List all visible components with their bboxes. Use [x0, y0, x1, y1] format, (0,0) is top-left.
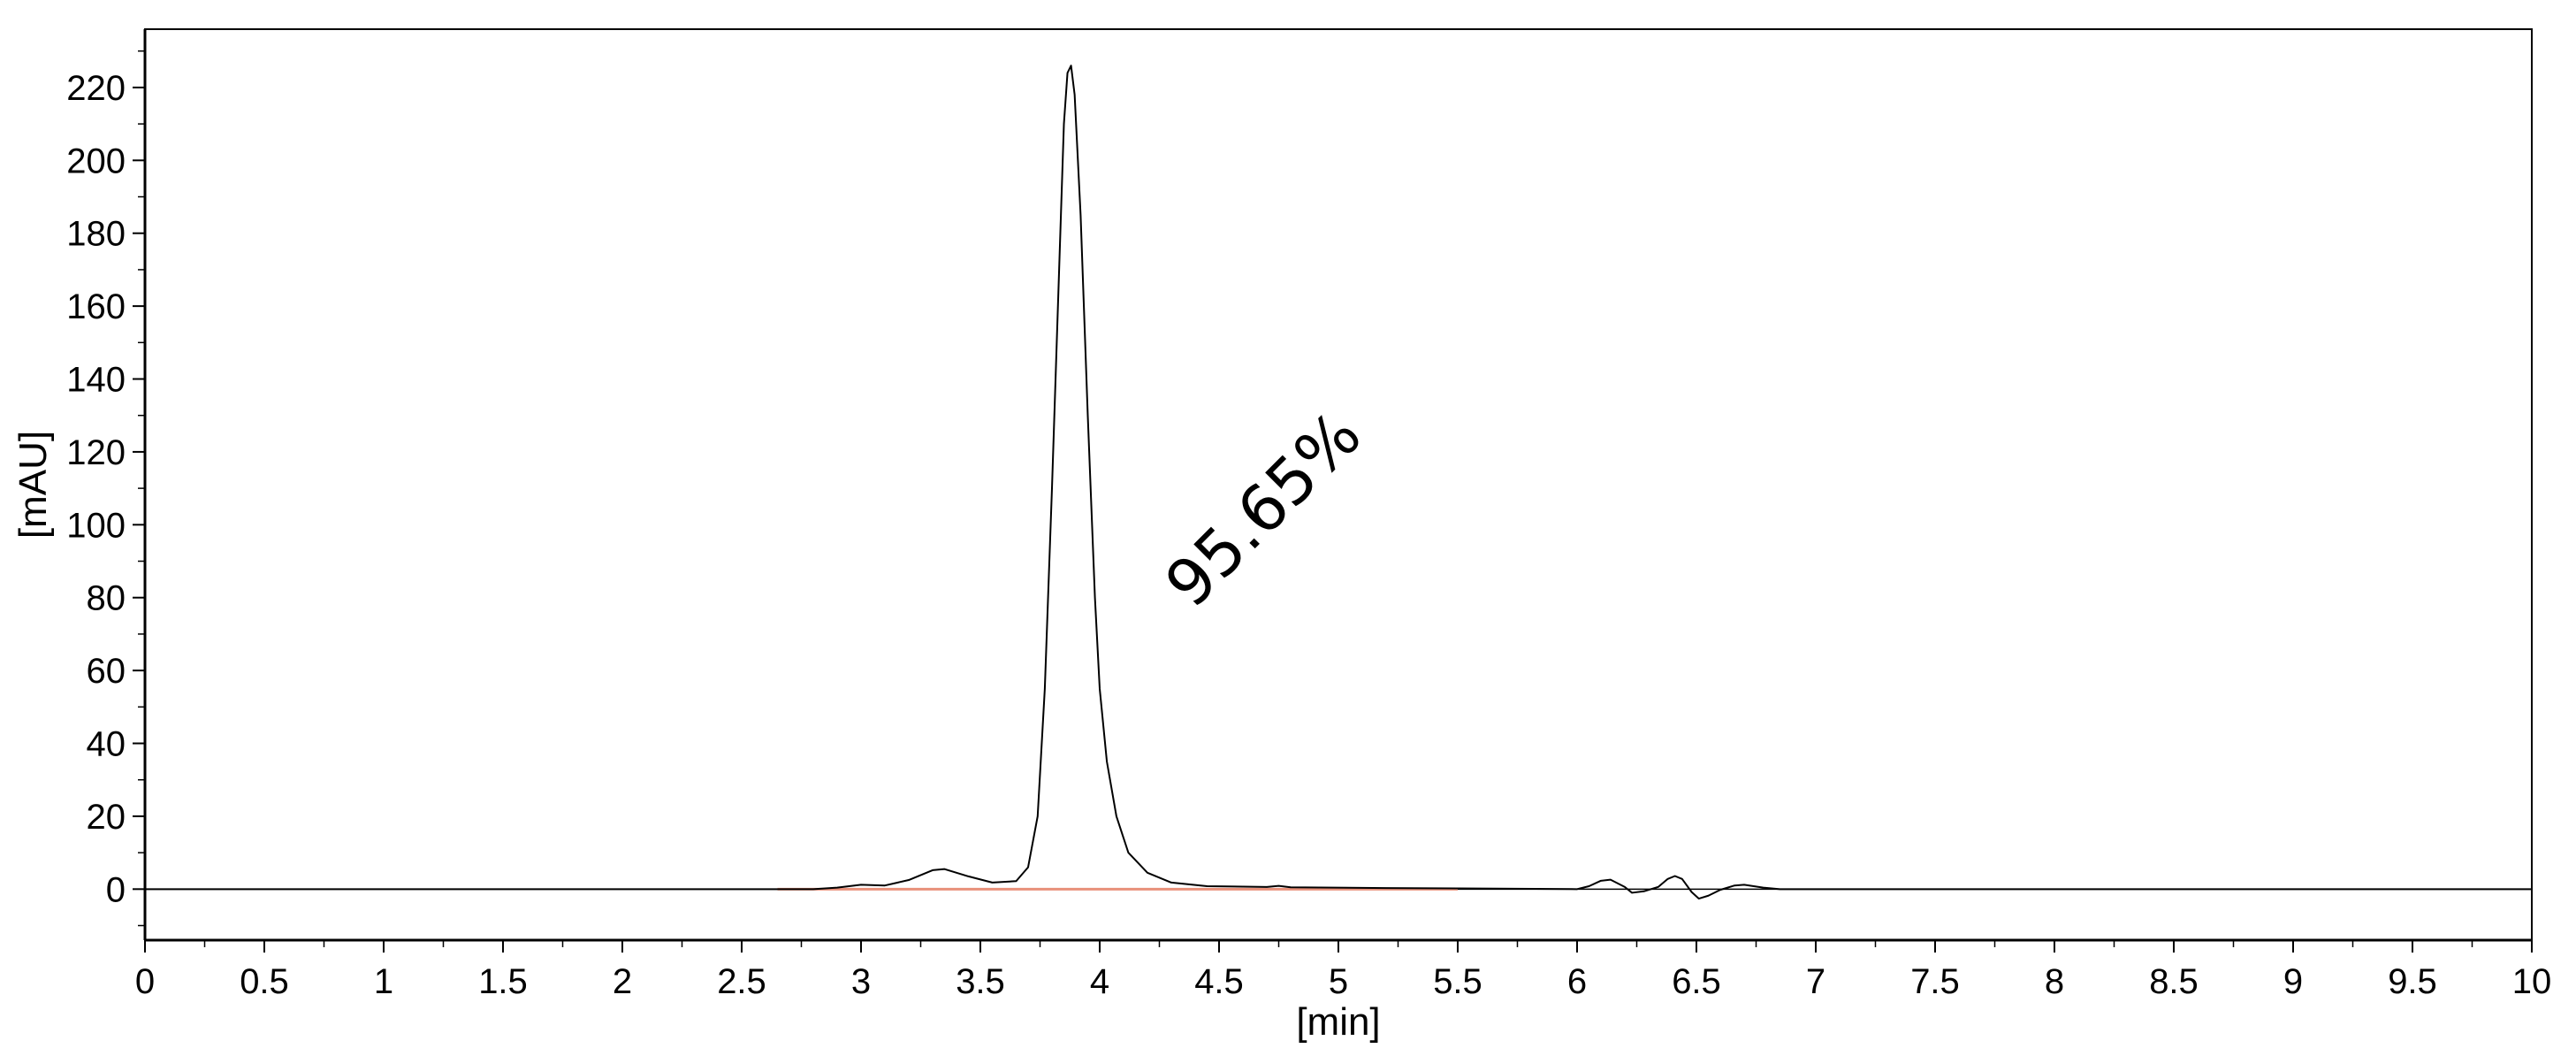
x-tick-label: 0.5 [240, 962, 289, 1001]
y-ticks: 0 20 40 60 80 100 120 140 160 180 200 220 [66, 50, 145, 927]
x-tick-label: 7.5 [1910, 962, 1960, 1001]
y-tick-label: 0 [106, 870, 126, 909]
y-tick-label: 40 [87, 725, 126, 764]
x-tick-label: 5 [1329, 962, 1348, 1001]
x-tick-label: 1.5 [478, 962, 528, 1001]
y-tick-label: 180 [66, 215, 126, 254]
y-tick-label: 100 [66, 506, 126, 545]
y-tick-label: 160 [66, 287, 126, 326]
y-tick-label: 140 [66, 361, 126, 400]
chromatogram-trace [145, 65, 2532, 900]
x-tick-label: 6 [1567, 962, 1587, 1001]
x-tick-label: 6.5 [1672, 962, 1721, 1001]
x-tick-label: 1 [374, 962, 393, 1001]
y-tick-label: 200 [66, 142, 126, 180]
x-tick-label: 10 [2512, 962, 2552, 1001]
x-tick-label: 3 [851, 962, 871, 1001]
x-tick-label: 7 [1806, 962, 1825, 1001]
x-tick-label: 2.5 [717, 962, 766, 1001]
y-axis-title: [mAU] [11, 431, 55, 539]
x-tick-label: 4 [1090, 962, 1109, 1001]
x-tick-label: 5.5 [1433, 962, 1482, 1001]
peak-area-annotation: 95.65% [1151, 397, 1376, 622]
y-tick-label: 60 [87, 652, 126, 691]
x-tick-label: 3.5 [956, 962, 1005, 1001]
series-group [145, 65, 2532, 900]
x-tick-label: 2 [613, 962, 632, 1001]
x-tick-label: 0 [135, 962, 155, 1001]
y-tick-label: 120 [66, 433, 126, 472]
y-tick-label: 80 [87, 579, 126, 618]
x-ticks: 0 0.5 1 1.5 2 2.5 3 3.5 4 4.5 5 5.5 6 6.5 7 7.5 8 8.5 9 9.5… [135, 940, 2551, 1001]
y-tick-label: 220 [66, 69, 126, 108]
x-tick-label: 8.5 [2149, 962, 2199, 1001]
x-tick-label: 9.5 [2388, 962, 2437, 1001]
annotations: 95.65% [1151, 397, 1376, 622]
x-tick-label: 9 [2283, 962, 2303, 1001]
x-tick-label: 4.5 [1194, 962, 1244, 1001]
x-tick-label: 8 [2045, 962, 2064, 1001]
x-axis-title: [min] [1296, 1000, 1380, 1044]
y-tick-label: 20 [87, 798, 126, 837]
